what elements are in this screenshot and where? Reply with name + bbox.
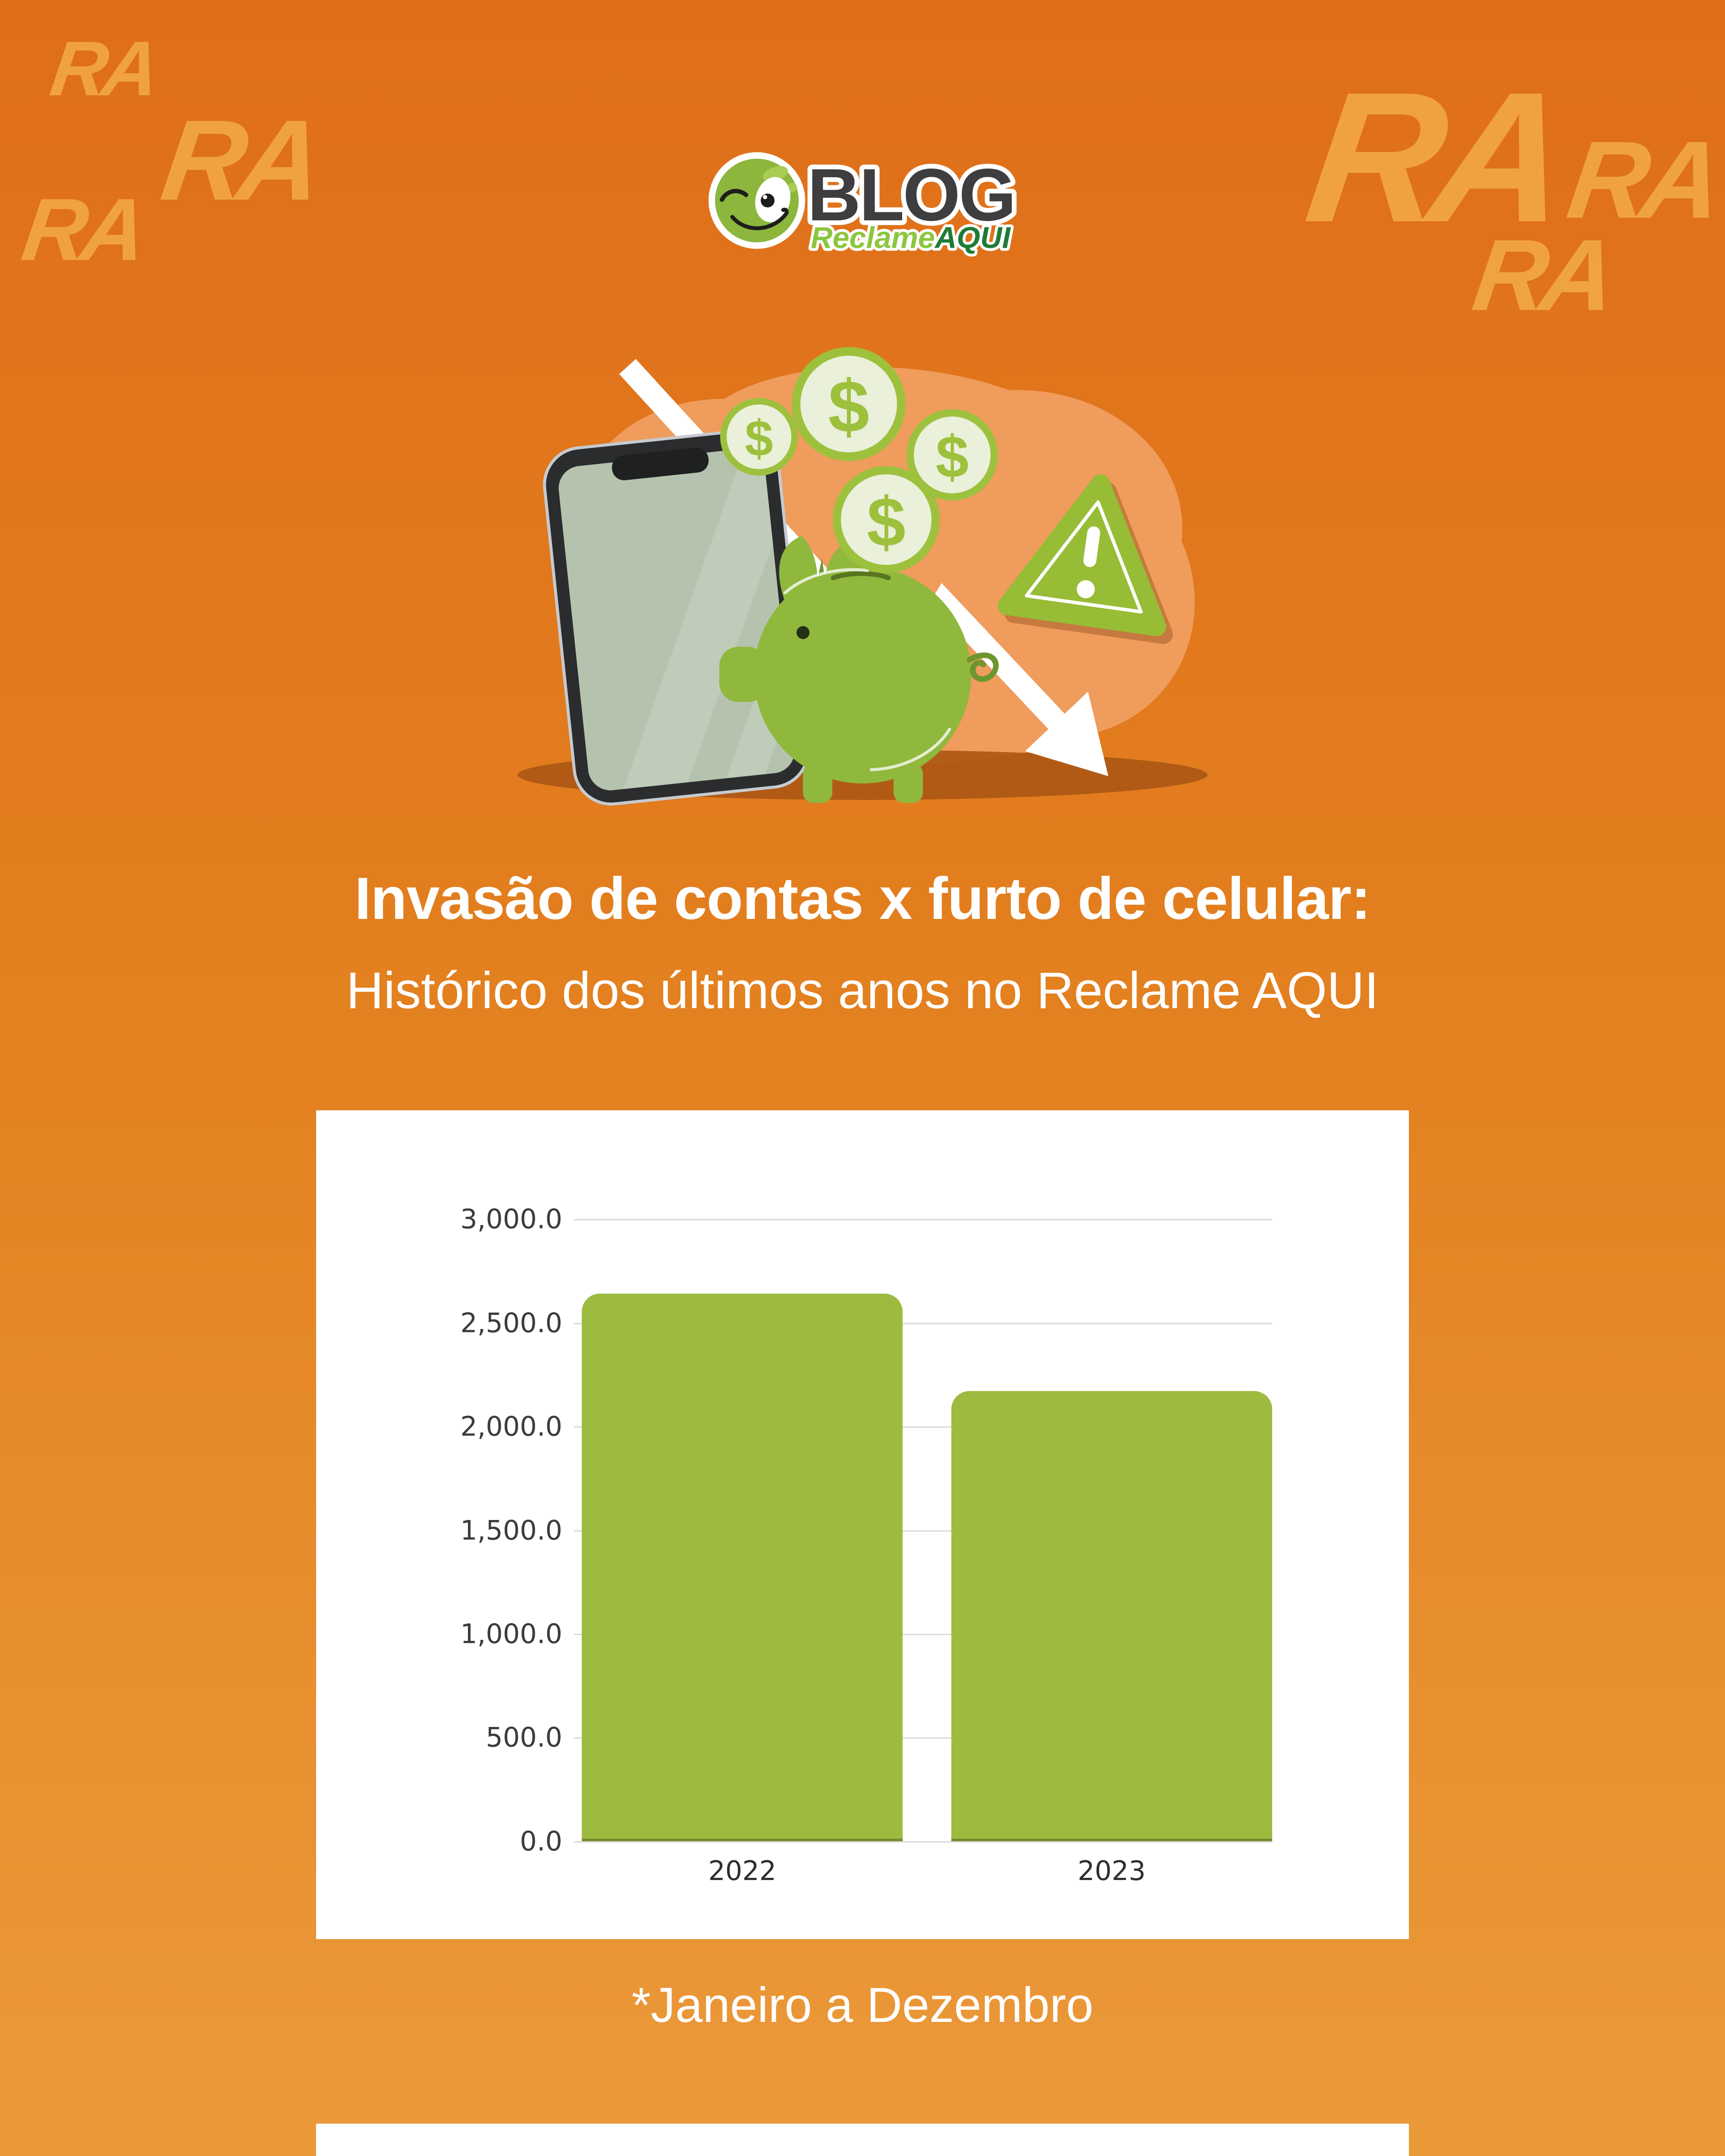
blog-reclameaqui-logo: BLOG ReclameAQUI bbox=[709, 149, 1018, 257]
warning-triangle-icon bbox=[997, 474, 1173, 644]
gridline bbox=[574, 1737, 1272, 1739]
dollar-sign: $ bbox=[936, 424, 969, 490]
dollar-sign: $ bbox=[745, 410, 773, 467]
y-axis-tick: 0.0 bbox=[520, 1825, 562, 1857]
dollar-coin-icon: $ bbox=[792, 347, 906, 461]
page-title: Invasão de contas x furto de celular: bbox=[354, 865, 1371, 932]
x-axis-label: 2023 bbox=[1077, 1855, 1146, 1887]
dollar-sign: $ bbox=[867, 483, 906, 561]
chart-caption-annual: *Janeiro a Dezembro bbox=[631, 1978, 1094, 2033]
x-axis-label: 2022 bbox=[708, 1855, 777, 1887]
y-axis-tick: 2,500.0 bbox=[460, 1307, 562, 1338]
logo-reclame-text: Reclame bbox=[811, 221, 935, 254]
bar-2022 bbox=[582, 1294, 903, 1841]
svg-text:ReclameAQUI: ReclameAQUI bbox=[811, 221, 1011, 254]
y-axis-tick: 500.0 bbox=[486, 1721, 563, 1753]
hero-illustration: $ $ $ $ bbox=[518, 347, 1208, 806]
ra-watermark: RA bbox=[45, 25, 161, 112]
bar-2023 bbox=[951, 1391, 1272, 1841]
page-subtitle: Histórico dos últimos anos no Reclame AQ… bbox=[346, 962, 1379, 1019]
y-axis-tick: 1,000.0 bbox=[460, 1618, 562, 1650]
gridline bbox=[574, 1530, 1272, 1532]
chart-card-q1: 600.0 500.0 400.0 300.0 200.0 100.0 0.0 … bbox=[316, 2124, 1409, 2156]
pig-tail bbox=[966, 652, 999, 682]
bar-chart-annual: 3,000.0 2,500.0 2,000.0 1,500.0 1,000.0 … bbox=[460, 1203, 1272, 1887]
ra-watermark: RA bbox=[1467, 218, 1617, 332]
dollar-sign: $ bbox=[828, 365, 869, 448]
y-axis-tick: 2,000.0 bbox=[460, 1410, 562, 1442]
smartphone-icon bbox=[543, 429, 810, 806]
gridline bbox=[574, 1841, 1272, 1843]
pig-eye bbox=[797, 626, 809, 639]
dollar-coin-icon: $ bbox=[720, 398, 798, 476]
ra-watermark: RA bbox=[16, 180, 148, 279]
ra-watermark: RA bbox=[155, 97, 324, 224]
dollar-coin-icon: $ bbox=[906, 409, 998, 501]
y-axis-tick: 3,000.0 bbox=[460, 1203, 562, 1235]
exclamation-mark bbox=[1076, 526, 1101, 599]
chart-card-annual: 3,000.0 2,500.0 2,000.0 1,500.0 1,000.0 … bbox=[316, 1110, 1409, 1939]
logo-aqui-text: AQUI bbox=[934, 221, 1011, 254]
dollar-coin-icon: $ bbox=[833, 466, 940, 573]
blog-wordmark: BLOG bbox=[807, 154, 1015, 236]
gridline bbox=[574, 1219, 1272, 1220]
blog-mascot-icon bbox=[709, 152, 805, 249]
gridline bbox=[574, 1634, 1272, 1635]
gridline bbox=[574, 1322, 1272, 1324]
gridline bbox=[574, 1426, 1272, 1428]
y-axis-tick: 1,500.0 bbox=[460, 1514, 562, 1546]
